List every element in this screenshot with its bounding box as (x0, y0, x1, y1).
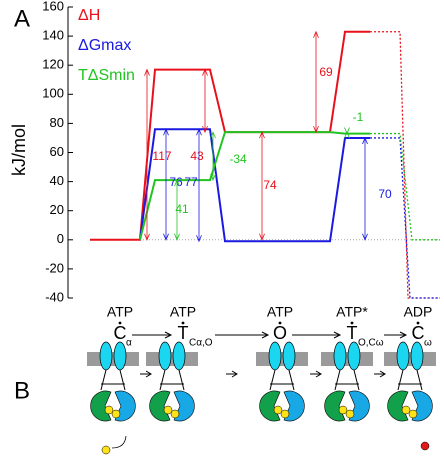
y-tick-label: 120 (42, 57, 64, 72)
series-line-projected (370, 31, 440, 299)
arrow-head (313, 125, 319, 134)
arrow-head (163, 233, 169, 241)
arrow-head (202, 68, 208, 76)
y-tick-label: 100 (42, 86, 64, 101)
series-line (139, 131, 370, 241)
annotation-label: 70 (378, 187, 392, 201)
y-axis-label: kJ/mol (9, 124, 29, 176)
annotation-label: 74 (263, 178, 277, 192)
state-label: T (178, 323, 189, 343)
arrow-head (344, 127, 350, 135)
y-tick-label: 60 (50, 144, 64, 159)
transition-arrow (215, 331, 270, 339)
arrow-head (259, 233, 265, 241)
legend-label: TΔSmin (78, 67, 135, 84)
state-ligand: ATP (170, 304, 196, 320)
arrow-head (174, 179, 180, 187)
annotation-label: 41 (175, 202, 189, 216)
annotation-label: 43 (190, 149, 204, 163)
arrow-head (196, 128, 202, 136)
legend-label: ΔH (78, 7, 100, 24)
arrow-head (259, 131, 265, 139)
mechanism-cartoon (86, 341, 437, 455)
arrow-head (163, 128, 169, 136)
transition-arrow (132, 331, 173, 339)
y-tick-label: 20 (50, 202, 64, 217)
state-ligand: ATP (107, 304, 133, 320)
arrow-head (362, 233, 368, 241)
arrow-head (210, 173, 216, 182)
annotation-label: 77 (184, 175, 198, 189)
annotation-label: -1 (353, 110, 364, 124)
state-ligand: ATP (267, 304, 293, 320)
arrow-head (174, 233, 180, 241)
series-line (90, 30, 370, 241)
y-tick-label: -40 (45, 289, 64, 304)
y-tick-label: -20 (45, 260, 64, 275)
state-dot (118, 321, 122, 325)
panel-label: B (14, 377, 30, 404)
state-subscript: α (126, 338, 132, 349)
arrow-head (210, 131, 216, 139)
arrow-head (362, 136, 368, 145)
y-tick-label: 80 (50, 115, 64, 130)
arrow-head (313, 30, 319, 38)
y-tick-label: 160 (42, 0, 64, 13)
state-subscript: Cα,O (189, 338, 213, 349)
y-tick-label: 140 (42, 28, 64, 43)
state-dot (416, 321, 420, 325)
arrow-head (202, 125, 208, 134)
legend-label: ΔGmax (78, 37, 131, 54)
annotation-label: 69 (319, 65, 333, 79)
annotation-label: -34 (229, 152, 247, 166)
state-label: C (412, 323, 425, 343)
state-subscript: O,Cω (358, 338, 384, 349)
y-tick-label: 0 (57, 231, 64, 246)
state-subscript: ω (424, 338, 432, 349)
y-tick-label: 40 (50, 173, 64, 188)
arrow-head (144, 68, 150, 76)
arrow-head (344, 131, 350, 139)
series-line-projected (370, 137, 440, 299)
transition-arrow (292, 331, 342, 339)
state-ligand: ATP* (336, 304, 368, 320)
state-label: O (273, 323, 287, 343)
panel-label: A (14, 5, 30, 32)
annotation-label: 117 (152, 149, 171, 163)
arrow-head (196, 235, 202, 243)
arrow-head (144, 233, 150, 241)
transition-arrow (384, 331, 408, 339)
state-dot (278, 321, 282, 325)
state-dot (181, 321, 185, 325)
state-ligand: ADP (404, 304, 433, 320)
state-label: C (114, 323, 127, 343)
state-label: T (347, 323, 358, 343)
state-dot (350, 321, 354, 325)
